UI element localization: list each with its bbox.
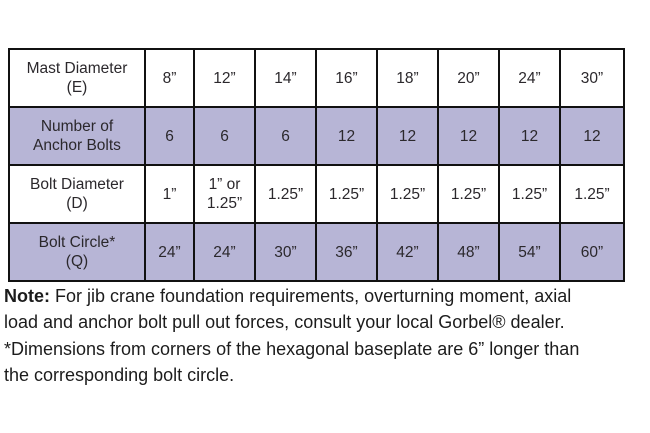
- table-row-anchor-bolts: Number of Anchor Bolts 6 6 6 12 12 12 12…: [8, 106, 625, 166]
- table-cell: 54”: [498, 222, 561, 282]
- table-cell: 14”: [254, 48, 317, 108]
- table-cell: 1.25”: [315, 164, 378, 224]
- table-cell: 24”: [498, 48, 561, 108]
- table-cell: 6: [193, 106, 256, 166]
- table-cell: 12: [437, 106, 500, 166]
- table-cell: 48”: [437, 222, 500, 282]
- row-header-line1: Mast Diameter: [26, 60, 128, 77]
- table-cell: 1.25”: [559, 164, 625, 224]
- note-label: Note:: [4, 286, 50, 306]
- table-cell: 12: [315, 106, 378, 166]
- row-header-line2: Anchor Bolts: [33, 137, 121, 154]
- table-cell: 20”: [437, 48, 500, 108]
- table-cell: 12”: [193, 48, 256, 108]
- table-cell: 36”: [315, 222, 378, 282]
- row-header-line1: Bolt Circle*: [38, 234, 116, 251]
- note-line-3: *Dimensions from corners of the hexagona…: [4, 338, 580, 359]
- row-header-line1: Number of: [40, 118, 114, 135]
- table-cell: 30”: [559, 48, 625, 108]
- footnote: Note: For jib crane foundation requireme…: [4, 283, 646, 388]
- table-cell: 6: [254, 106, 317, 166]
- note-line-4: the corresponding bolt circle.: [4, 364, 235, 385]
- table-row-bolt-circle: Bolt Circle* (Q) 24” 24” 30” 36” 42” 48”…: [8, 222, 625, 282]
- table-cell: 12: [376, 106, 439, 166]
- row-header-line1: Bolt Diameter: [30, 176, 124, 193]
- table-row-bolt-diameter: Bolt Diameter (D) 1” 1” or 1.25” 1.25” 1…: [8, 164, 625, 224]
- table-cell: 12: [559, 106, 625, 166]
- table-cell: 8”: [144, 48, 195, 108]
- table-cell: 16”: [315, 48, 378, 108]
- table-cell: 60”: [559, 222, 625, 282]
- table-cell: 24”: [193, 222, 256, 282]
- row-header-mast-diameter: Mast Diameter (E): [8, 48, 146, 108]
- row-header-line2: (E): [66, 79, 88, 96]
- row-header-line2: (D): [66, 195, 88, 212]
- table-cell: 12: [498, 106, 561, 166]
- table-row-mast-diameter: Mast Diameter (E) 8” 12” 14” 16” 18” 20”…: [8, 48, 625, 108]
- row-header-bolt-diameter: Bolt Diameter (D): [8, 164, 146, 224]
- table-cell: 24”: [144, 222, 195, 282]
- table-cell: 1.25”: [376, 164, 439, 224]
- row-header-bolt-circle: Bolt Circle* (Q): [8, 222, 146, 282]
- table-cell: 30”: [254, 222, 317, 282]
- table-cell: 1.25”: [498, 164, 561, 224]
- table-cell: 1.25”: [254, 164, 317, 224]
- row-header-line2: (Q): [65, 253, 89, 270]
- table-cell: 1.25”: [437, 164, 500, 224]
- table-cell: 1”: [144, 164, 195, 224]
- table-cell: 6: [144, 106, 195, 166]
- table-cell: 42”: [376, 222, 439, 282]
- table-cell: 1” or 1.25”: [193, 164, 256, 224]
- row-header-anchor-bolts: Number of Anchor Bolts: [8, 106, 146, 166]
- foundation-spec-table: Mast Diameter (E) 8” 12” 14” 16” 18” 20”…: [8, 48, 625, 282]
- note-line-2: load and anchor bolt pull out forces, co…: [4, 312, 565, 333]
- table-cell: 18”: [376, 48, 439, 108]
- note-line-1: For jib crane foundation requirements, o…: [50, 286, 572, 306]
